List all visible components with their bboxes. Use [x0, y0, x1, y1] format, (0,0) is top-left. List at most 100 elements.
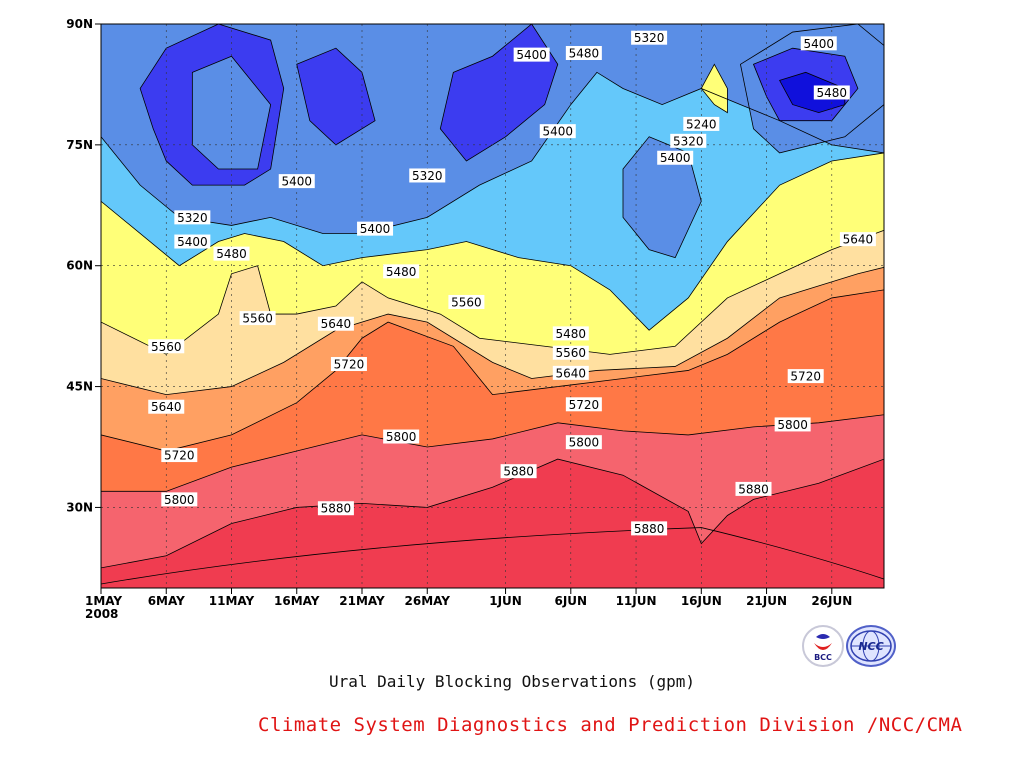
- contour-label: 5880: [634, 522, 665, 536]
- contour-label: 5480: [556, 327, 587, 341]
- contour-label: 5400: [803, 37, 834, 51]
- contour-label: 5640: [321, 317, 352, 331]
- contour-label-bg: [239, 311, 276, 326]
- credit-line: Climate System Diagnostics and Predictio…: [258, 714, 963, 736]
- axes: 1MAY 6MAY 11MAY 16MAY 21MAY 26MAY 1JUN 6JUN 11JU…: [66, 17, 852, 621]
- contour-label: 5640: [151, 400, 182, 414]
- x-tick-label: 21MAY: [339, 594, 385, 608]
- chart-caption: Ural Daily Blocking Observations (gpm): [328, 672, 696, 691]
- contour-label: 5640: [556, 366, 587, 380]
- bcc-logo-text: BCC: [814, 653, 832, 662]
- contour-label-bg: [330, 357, 367, 372]
- contour-label: 5240: [686, 117, 717, 131]
- contour-label: 5400: [542, 125, 573, 139]
- contour-line: [101, 527, 884, 585]
- contour-label: 5720: [164, 449, 195, 463]
- contour-line: [101, 266, 884, 396]
- contour-label: 5480: [386, 265, 417, 279]
- x-tick-label: 16MAY: [274, 594, 320, 608]
- contour-label: 5400: [516, 48, 547, 62]
- y-tick-label: 75N: [66, 138, 93, 152]
- contour-label-bg: [839, 232, 876, 247]
- y-tick-label: 60N: [66, 259, 93, 273]
- contour-label-bg: [774, 417, 811, 432]
- x-tick-label: 1MAY: [85, 594, 122, 608]
- contour-label-bg: [174, 234, 211, 249]
- contour-label-bg: [670, 133, 707, 148]
- contour-line: [101, 458, 884, 569]
- x-tick-label: 6MAY: [148, 594, 185, 608]
- contour-line: [101, 414, 884, 492]
- contour-region: [700, 63, 728, 114]
- y-tick-label: 30N: [66, 500, 93, 514]
- contour-label: 5400: [360, 222, 391, 236]
- contour-label: 5800: [777, 418, 808, 432]
- contour-label-bg: [552, 345, 589, 360]
- contour-label-bg: [317, 316, 354, 331]
- plot-frame: [100, 23, 885, 589]
- contour-label-bg: [813, 85, 850, 100]
- contour-label-bg: [565, 46, 602, 61]
- x-tick-label: 26MAY: [405, 594, 451, 608]
- contour-label: 5320: [673, 134, 704, 148]
- contour-line: [101, 152, 884, 331]
- contour-lines: [101, 71, 884, 585]
- contour-label-bg: [787, 369, 824, 384]
- contour-label-bg: [213, 246, 250, 261]
- contour-label: 5320: [634, 31, 665, 45]
- contour-label: 5720: [569, 398, 600, 412]
- contour-label: 5320: [177, 211, 208, 225]
- contour-label-bg: [552, 326, 589, 341]
- contour-label-bg: [161, 448, 198, 463]
- y-tick-label: 45N: [66, 380, 93, 394]
- contour-label-bg: [383, 429, 420, 444]
- contour-label: 5800: [164, 493, 195, 507]
- ncc-logo-text: NCC: [858, 640, 883, 653]
- contour-label-bg: [800, 36, 837, 51]
- contour-label-bg: [148, 399, 185, 414]
- contour-label-bg: [735, 481, 772, 496]
- contour-label-bg: [657, 150, 694, 165]
- contour-line: [101, 289, 884, 452]
- contour-label-bg: [278, 174, 315, 189]
- contour-label-bg: [539, 124, 576, 139]
- contour-label-bg: [161, 492, 198, 507]
- x-tick-year: 2008: [85, 607, 118, 621]
- contour-labels: 5800 5720 5640 5560 5560 5480 5400 5320 5400 5880…: [148, 30, 876, 536]
- contour-line: [101, 71, 884, 234]
- x-tick-label: 11JUN: [616, 594, 657, 608]
- contour-label-bg: [317, 501, 354, 516]
- x-tick-label: 26JUN: [811, 594, 852, 608]
- contour-label: 5640: [843, 233, 874, 247]
- y-tick-label: 90N: [66, 17, 93, 31]
- contour-label: 5720: [334, 358, 365, 372]
- contour-label: 5560: [242, 312, 273, 326]
- contour-label: 5800: [569, 436, 600, 450]
- contour-label-bg: [148, 339, 185, 354]
- contour-label-bg: [631, 30, 668, 45]
- contour-label-bg: [500, 464, 537, 479]
- contour-label-bg: [565, 397, 602, 412]
- contour-label-bg: [383, 264, 420, 279]
- contour-label: 5400: [281, 175, 312, 189]
- contour-region: [296, 47, 376, 146]
- contour-region: [779, 71, 846, 114]
- contour-label: 5400: [660, 151, 691, 165]
- contour-label: 5560: [151, 340, 182, 354]
- contour-label: 5320: [412, 169, 443, 183]
- contour-label: 5880: [321, 502, 352, 516]
- contour-label: 5560: [451, 295, 482, 309]
- x-tick-label: 1JUN: [489, 594, 522, 608]
- x-tick-label: 6JUN: [554, 594, 587, 608]
- contour-region: [975, 250, 1024, 347]
- ncc-logo-icon: NCC: [846, 625, 896, 667]
- contour-label: 5880: [738, 482, 769, 496]
- contour-label-bg: [448, 294, 485, 309]
- contour-label: 5480: [569, 47, 600, 61]
- contour-label-bg: [409, 168, 446, 183]
- contour-label-bg: [631, 521, 668, 536]
- contour-label-bg: [683, 116, 720, 131]
- contour-label: 5720: [790, 370, 821, 384]
- contour-label: 5400: [177, 235, 208, 249]
- x-tick-label: 16JUN: [681, 594, 722, 608]
